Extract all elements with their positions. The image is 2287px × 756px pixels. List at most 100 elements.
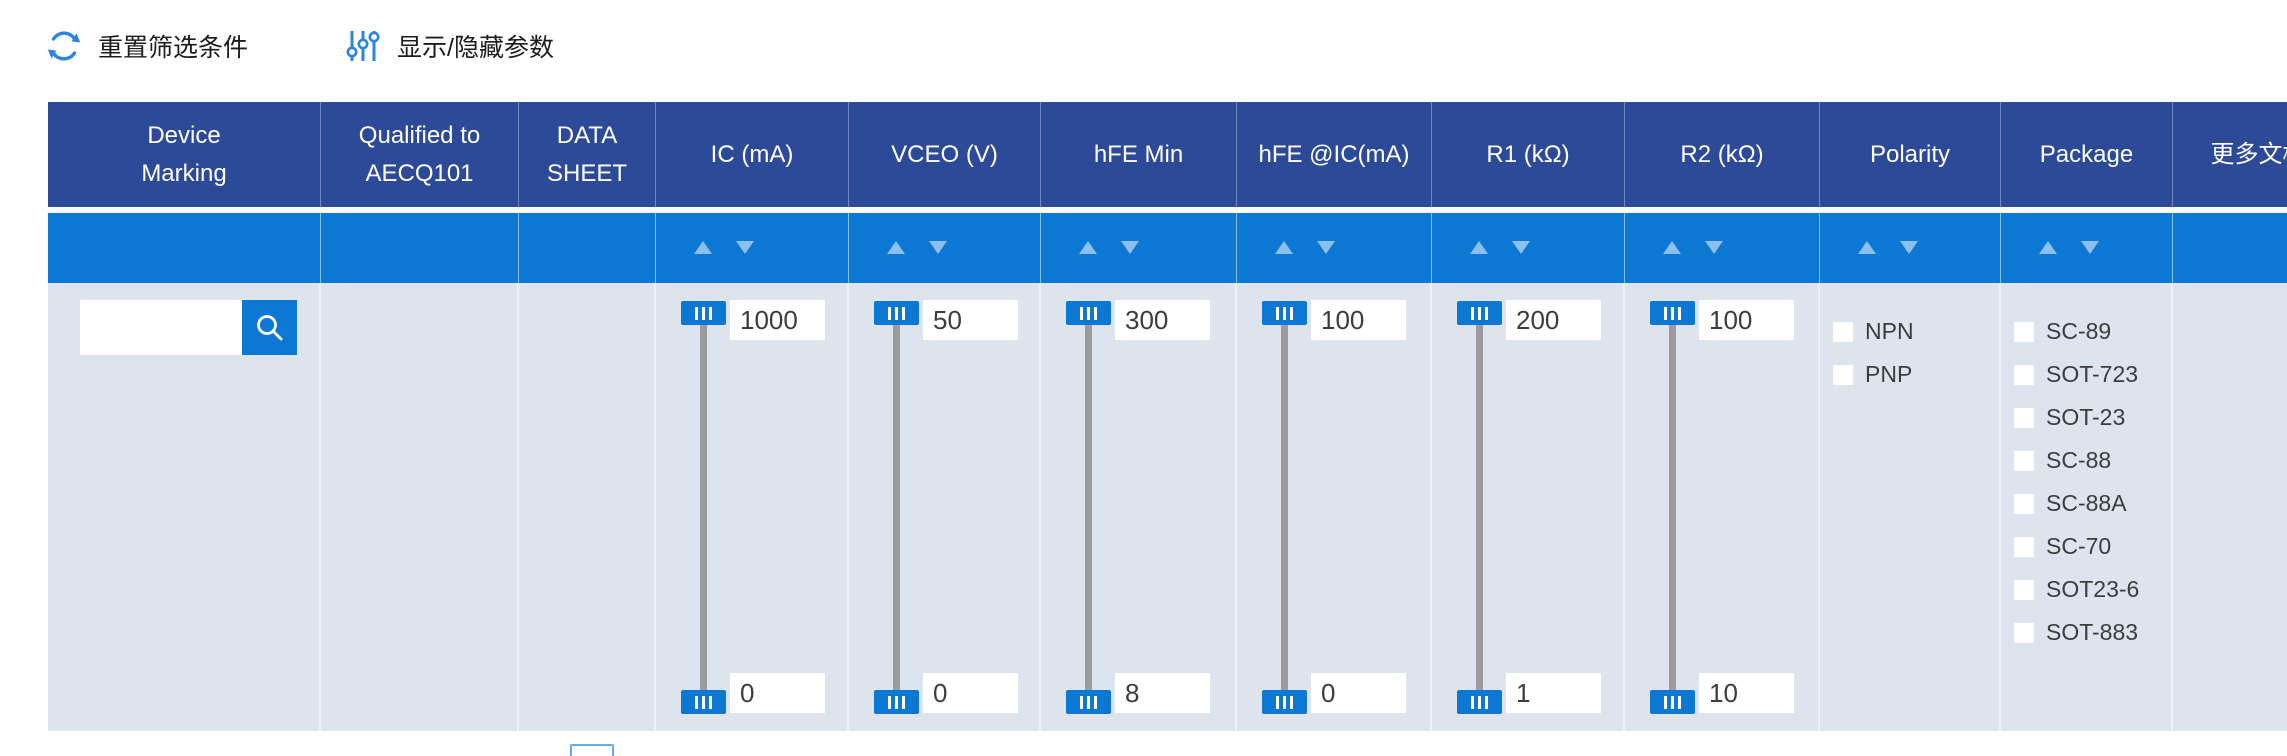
slider-track[interactable]: [1085, 313, 1092, 703]
sort-descending-icon[interactable]: [2081, 241, 2099, 254]
polarity-options: NPN PNP: [1820, 310, 1999, 396]
sort-descending-icon[interactable]: [1317, 241, 1335, 254]
checkbox[interactable]: [2014, 450, 2034, 471]
list-item: SOT-883: [2001, 611, 2171, 654]
range-max-input[interactable]: [1115, 300, 1210, 340]
range-max-input[interactable]: [1699, 300, 1794, 340]
filter-cell-package: SC-89 SOT-723 SOT-23 SC-88 SC-88A SC-70 …: [2001, 283, 2173, 731]
sort-descending-icon[interactable]: [1121, 241, 1139, 254]
slider-track[interactable]: [1669, 313, 1676, 703]
checkbox[interactable]: [1833, 364, 1853, 385]
range-min-input[interactable]: [1699, 673, 1794, 713]
slider-handle-max[interactable]: [1262, 301, 1307, 325]
checkbox[interactable]: [2014, 321, 2034, 342]
checkbox-label: SOT23-6: [2046, 576, 2140, 602]
device-marking-search-input[interactable]: [80, 300, 242, 355]
range-max-input[interactable]: [923, 300, 1018, 340]
checkbox[interactable]: [2014, 579, 2034, 600]
slider-handle-min[interactable]: [1650, 690, 1695, 714]
sort-descending-icon[interactable]: [736, 241, 754, 254]
sort-cell-vceo: [849, 213, 1041, 283]
checkbox-label: SOT-883: [2046, 619, 2139, 645]
checkbox[interactable]: [2014, 493, 2034, 514]
header-data-sheet: DATA SHEET: [519, 102, 656, 207]
sort-ascending-icon[interactable]: [2039, 241, 2057, 254]
show-hide-parameters-label: 显示/隐藏参数: [397, 34, 554, 62]
checkbox-label: SC-88A: [2046, 490, 2127, 516]
header-r2: R2 (kΩ): [1625, 102, 1820, 207]
list-item: NPN: [1820, 310, 1999, 353]
slider-handle-max[interactable]: [1457, 301, 1502, 325]
slider-handle-min[interactable]: [1066, 690, 1111, 714]
range-min-input[interactable]: [1506, 673, 1601, 713]
slider-handle-max[interactable]: [1650, 301, 1695, 325]
slider-handle-min[interactable]: [874, 690, 919, 714]
slider-handle-min[interactable]: [1262, 690, 1307, 714]
filter-cell-datasheet: [519, 283, 656, 731]
range-max-input[interactable]: [1311, 300, 1406, 340]
slider-track[interactable]: [1476, 313, 1483, 703]
range-min-input[interactable]: [730, 673, 825, 713]
sort-ascending-icon[interactable]: [1079, 241, 1097, 254]
table-filter-row: NPN PNP SC-89 SOT-723 SOT-23 SC-88 SC-88…: [48, 283, 2287, 731]
checkbox[interactable]: [2014, 622, 2034, 643]
checkbox-label: SOT-723: [2046, 361, 2139, 387]
header-qualified-aecq101: Qualified to AECQ101: [321, 102, 519, 207]
slider-track[interactable]: [700, 313, 707, 703]
list-item: SC-89: [2001, 310, 2171, 353]
show-hide-parameters-button[interactable]: 显示/隐藏参数: [345, 28, 554, 64]
sort-cell-more-docs: [2173, 213, 2287, 283]
checkbox-label: SC-89: [2046, 318, 2112, 344]
checkbox-label: SC-70: [2046, 533, 2112, 559]
sort-ascending-icon[interactable]: [887, 241, 905, 254]
slider-handle-max[interactable]: [1066, 301, 1111, 325]
toolbar: 重置筛选条件 显示/隐藏参数: [0, 18, 2287, 74]
slider-track[interactable]: [1281, 313, 1288, 703]
sort-cell-qualified: [321, 213, 519, 283]
device-marking-search: [80, 300, 297, 355]
sort-descending-icon[interactable]: [929, 241, 947, 254]
sort-ascending-icon[interactable]: [1663, 241, 1681, 254]
sort-descending-icon[interactable]: [1512, 241, 1530, 254]
sort-ascending-icon[interactable]: [694, 241, 712, 254]
checkbox[interactable]: [2014, 407, 2034, 428]
search-icon: [253, 311, 287, 345]
range-min-input[interactable]: [923, 673, 1018, 713]
header-r1: R1 (kΩ): [1432, 102, 1625, 207]
filter-cell-more-docs: [2173, 283, 2287, 731]
slider-handle-max[interactable]: [681, 301, 726, 325]
slider-handle-min[interactable]: [681, 690, 726, 714]
slider-handle-max[interactable]: [874, 301, 919, 325]
range-max-input[interactable]: [730, 300, 825, 340]
table-sort-row: [48, 213, 2287, 283]
sort-cell-r1: [1432, 213, 1625, 283]
sort-descending-icon[interactable]: [1705, 241, 1723, 254]
table-header-row: Device Marking Qualified to AECQ101 DATA…: [48, 102, 2287, 207]
sort-cell-hfe-min: [1041, 213, 1237, 283]
sort-ascending-icon[interactable]: [1275, 241, 1293, 254]
filter-cell-hfe-at-ic: [1237, 283, 1432, 731]
sort-cell-hfe-at-ic: [1237, 213, 1432, 283]
sort-cell-package: [2001, 213, 2173, 283]
slider-track[interactable]: [893, 313, 900, 703]
sort-descending-icon[interactable]: [1900, 241, 1918, 254]
list-item: SOT-723: [2001, 353, 2171, 396]
checkbox-label: PNP: [1865, 361, 1913, 387]
range-min-input[interactable]: [1115, 673, 1210, 713]
search-button[interactable]: [242, 300, 297, 355]
checkbox[interactable]: [1833, 321, 1853, 342]
range-min-input[interactable]: [1311, 673, 1406, 713]
checkbox[interactable]: [2014, 364, 2034, 385]
reset-filters-button[interactable]: 重置筛选条件: [46, 28, 248, 64]
sort-ascending-icon[interactable]: [1470, 241, 1488, 254]
range-max-input[interactable]: [1506, 300, 1601, 340]
checkbox[interactable]: [2014, 536, 2034, 557]
filter-cell-qualified: [321, 283, 519, 731]
refresh-icon: [46, 28, 82, 64]
pagination-control-fragment[interactable]: [570, 744, 614, 756]
sliders-icon: [345, 28, 381, 64]
list-item: SC-88: [2001, 439, 2171, 482]
sort-ascending-icon[interactable]: [1858, 241, 1876, 254]
slider-handle-min[interactable]: [1457, 690, 1502, 714]
